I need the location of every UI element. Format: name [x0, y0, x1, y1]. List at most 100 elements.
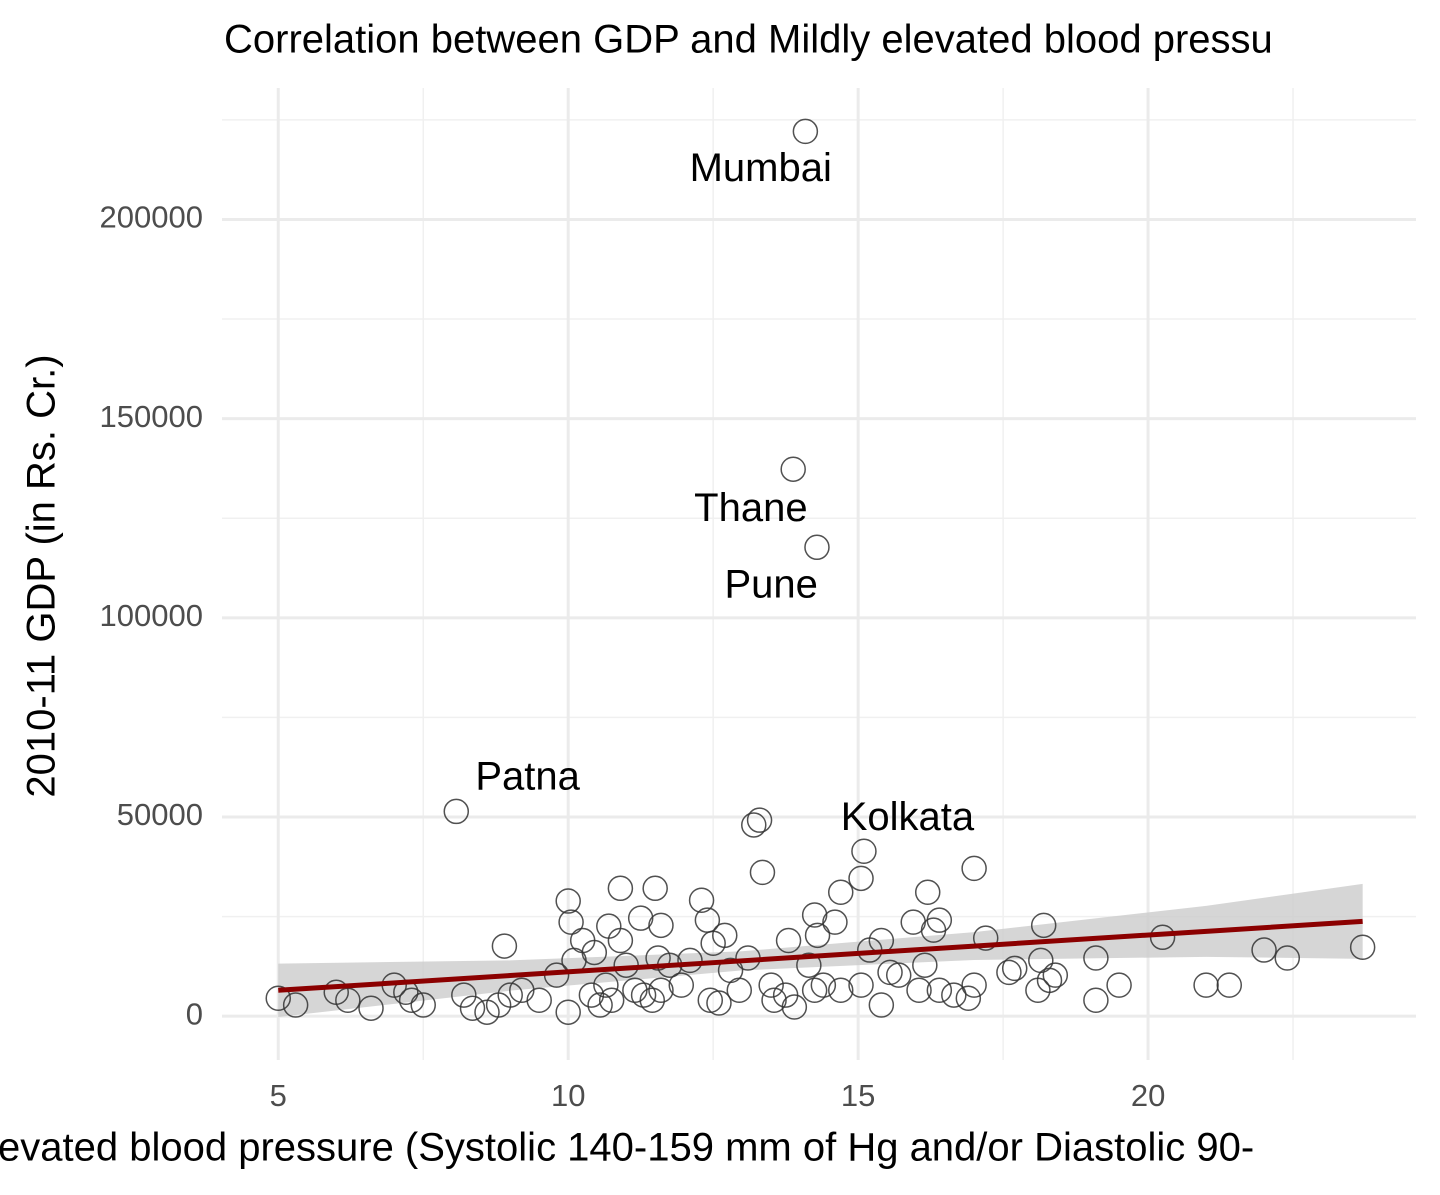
point [955, 985, 982, 1012]
point [961, 972, 987, 998]
chart-title: Correlation between GDP and Mildly eleva… [224, 18, 1273, 62]
point [885, 962, 912, 988]
point [796, 952, 822, 978]
point [961, 855, 987, 882]
point [627, 905, 654, 931]
point [906, 977, 932, 1004]
confidence-band [278, 883, 1363, 1017]
y-tick-label: 0 [186, 996, 203, 1031]
point [1042, 962, 1069, 988]
point [587, 992, 613, 1018]
point [497, 982, 523, 1008]
point [741, 812, 767, 838]
point [912, 952, 938, 978]
point [677, 947, 703, 974]
point [593, 972, 619, 998]
point [642, 875, 668, 902]
y-tick-label: 50000 [117, 797, 203, 832]
point [775, 927, 802, 954]
point [607, 875, 634, 902]
annotation: Pune [724, 562, 817, 606]
y-tick-label: 100000 [100, 598, 203, 633]
point [558, 909, 584, 935]
point [1251, 937, 1277, 963]
point [639, 987, 666, 1013]
point [972, 925, 999, 951]
y-tick-label: 200000 [100, 200, 203, 235]
point [761, 987, 787, 1013]
point [804, 922, 831, 949]
annotation: Kolkata [841, 795, 975, 839]
point [1193, 972, 1219, 998]
point [491, 933, 518, 959]
point [451, 982, 477, 1008]
point [827, 879, 854, 906]
point [1083, 945, 1109, 971]
point [746, 807, 773, 833]
point [443, 798, 470, 825]
point [848, 972, 874, 998]
point [706, 990, 732, 1016]
point [996, 959, 1022, 986]
point [1036, 967, 1063, 994]
point [526, 987, 552, 1013]
point [1030, 912, 1057, 939]
point [459, 995, 486, 1021]
point [555, 999, 581, 1025]
point [630, 982, 657, 1008]
point [712, 922, 738, 949]
point [581, 939, 608, 966]
point [555, 888, 581, 914]
point [694, 907, 721, 933]
point [822, 909, 848, 935]
point [265, 985, 291, 1012]
point [398, 987, 425, 1013]
point [648, 912, 674, 939]
point [358, 995, 384, 1021]
point [282, 992, 309, 1018]
point [622, 977, 648, 1004]
point [410, 992, 436, 1018]
point [1216, 972, 1243, 998]
point [848, 865, 874, 892]
y-axis-label: 2010-11 GDP (in Rs. Cr.) [20, 354, 64, 797]
point [607, 927, 634, 954]
point [1001, 955, 1028, 982]
point [1106, 972, 1132, 998]
x-tick-label: 15 [841, 1078, 875, 1113]
point [758, 972, 784, 998]
point [1349, 934, 1376, 961]
point [827, 977, 854, 1004]
point [780, 456, 806, 482]
annotation: Mumbai [690, 146, 832, 190]
point [1083, 987, 1109, 1013]
x-tick-label: 20 [1131, 1078, 1165, 1113]
point [877, 959, 903, 986]
point [851, 838, 877, 865]
point [697, 987, 724, 1013]
point [801, 977, 828, 1004]
point [801, 902, 828, 928]
point [726, 977, 753, 1004]
point [792, 118, 819, 145]
point [941, 982, 967, 1008]
point [810, 972, 837, 998]
point [868, 992, 895, 1018]
x-tick-label: 10 [551, 1078, 585, 1113]
x-tick-label: 5 [270, 1078, 287, 1113]
point [781, 994, 808, 1020]
point [598, 987, 625, 1013]
point [648, 977, 674, 1004]
y-tick-label: 150000 [100, 399, 203, 434]
point [578, 982, 605, 1008]
point [926, 907, 953, 933]
point [749, 859, 776, 886]
point [926, 977, 953, 1004]
annotation: Thane [694, 486, 807, 530]
fit-line [278, 918, 1363, 993]
point [596, 913, 622, 939]
point [804, 534, 830, 561]
annotation: Patna [475, 754, 580, 798]
